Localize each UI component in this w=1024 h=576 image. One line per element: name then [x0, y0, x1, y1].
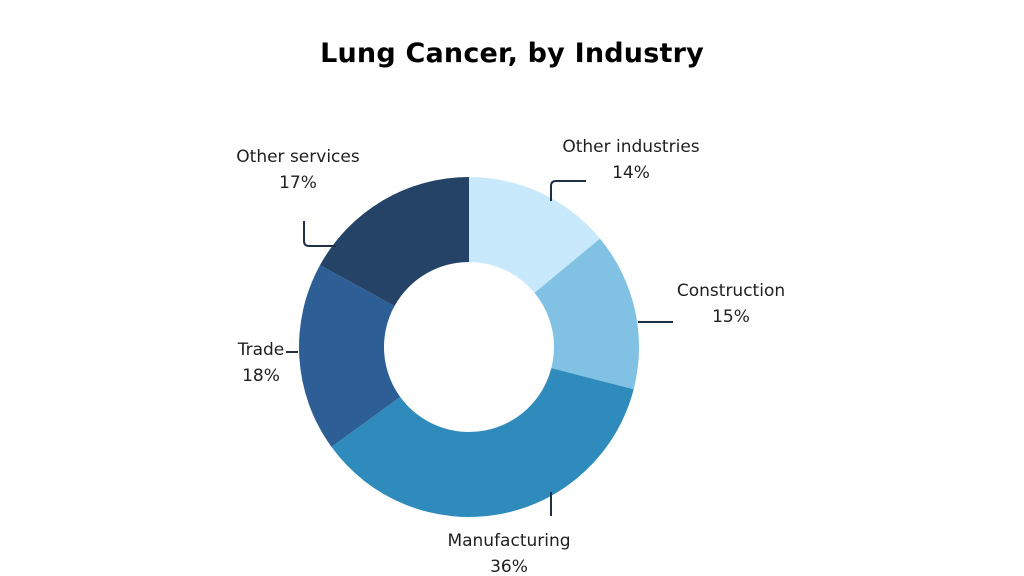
slice-label-other-services: Other services [236, 147, 360, 167]
slice-other-services [320, 177, 469, 307]
slice-trade [299, 265, 401, 447]
slice-construction [534, 238, 639, 390]
leader-line-other-industries [550, 180, 586, 201]
chart-title: Lung Cancer, by Industry [320, 38, 704, 69]
slice-value-construction: 15% [712, 307, 750, 327]
slice-manufacturing [331, 368, 634, 517]
slice-value-other-services: 17% [279, 173, 317, 193]
slice-labels: Other industries 14% Construction 15% Manufa… [236, 137, 785, 576]
slice-label-trade: Trade [237, 340, 285, 360]
leader-line-other-services [303, 221, 336, 247]
slice-label-construction: Construction [677, 281, 785, 301]
slice-other-industries [469, 177, 600, 293]
leader-lines [286, 180, 673, 516]
donut-slices [299, 177, 639, 517]
slice-value-manufacturing: 36% [490, 557, 528, 576]
slice-value-other-industries: 14% [612, 163, 650, 183]
slice-label-other-industries: Other industries [562, 137, 699, 157]
slice-value-trade: 18% [242, 366, 280, 386]
slice-label-manufacturing: Manufacturing [447, 531, 570, 551]
